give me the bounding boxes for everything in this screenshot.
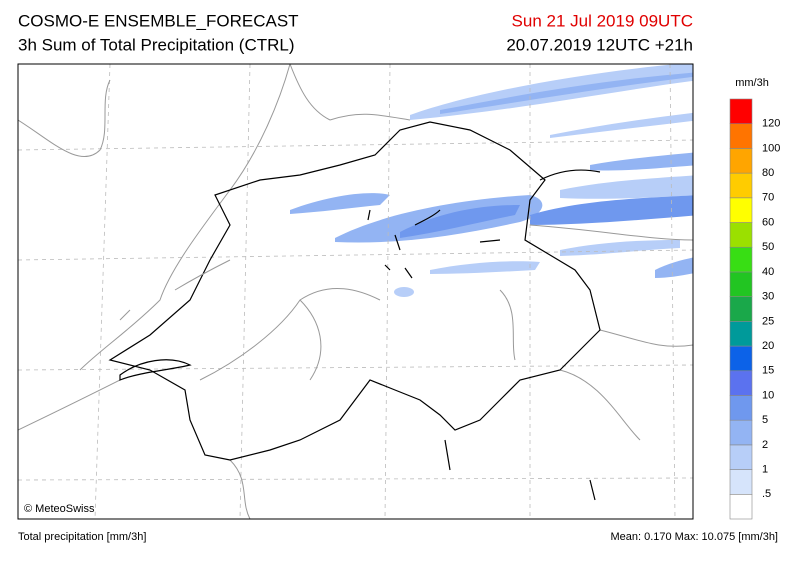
colorbar-label: 10 bbox=[762, 389, 774, 401]
colorbar-box bbox=[729, 395, 753, 421]
colorbar-box bbox=[729, 493, 753, 520]
colorbar-box bbox=[729, 321, 753, 347]
colorbar-box bbox=[729, 370, 753, 396]
colorbar-label: 2 bbox=[762, 439, 768, 451]
map: © MeteoSwiss bbox=[17, 63, 694, 520]
colorbar-label: 20 bbox=[762, 340, 774, 352]
colorbar-label: 60 bbox=[762, 216, 774, 228]
colorbar-label: 1 bbox=[762, 463, 768, 475]
colorbar-box bbox=[729, 148, 753, 174]
footer-stats: Mean: 0.170 Max: 10.075 [mm/3h] bbox=[610, 531, 778, 543]
colorbar-label: 100 bbox=[762, 142, 780, 154]
colorbar-box bbox=[729, 222, 753, 248]
colorbar-box bbox=[729, 271, 753, 297]
colorbar-label: 25 bbox=[762, 315, 774, 327]
colorbar-box bbox=[729, 419, 753, 446]
footer-left: Total precipitation [mm/3h] bbox=[18, 531, 146, 543]
colorbar-label: 80 bbox=[762, 167, 774, 179]
colorbar-box bbox=[729, 296, 753, 322]
colorbar-box bbox=[729, 172, 753, 199]
colorbar-box bbox=[729, 444, 753, 470]
colorbar-label: 50 bbox=[762, 241, 774, 253]
colorbar-box bbox=[729, 98, 753, 125]
colorbar-box bbox=[729, 246, 753, 273]
subtitle: 3h Sum of Total Precipitation (CTRL) bbox=[18, 35, 295, 54]
colorbar-box bbox=[729, 123, 753, 149]
colorbar-label: .5 bbox=[762, 488, 771, 500]
colorbar-label: 5 bbox=[762, 414, 768, 426]
legend-unit: mm/3h bbox=[735, 77, 769, 89]
precipitation bbox=[290, 64, 693, 297]
colorbar-label: 70 bbox=[762, 192, 774, 204]
colorbar-label: 120 bbox=[762, 118, 780, 130]
colorbar-label: 15 bbox=[762, 365, 774, 377]
colorbar-box bbox=[729, 469, 753, 495]
credit: © MeteoSwiss bbox=[24, 503, 95, 515]
colorbar-box bbox=[729, 197, 753, 223]
colorbar-label: 30 bbox=[762, 291, 774, 303]
run-time: 20.07.2019 12UTC +21h bbox=[506, 35, 693, 54]
title: COSMO-E ENSEMBLE_FORECAST bbox=[18, 11, 299, 30]
valid-time: Sun 21 Jul 2019 09UTC bbox=[512, 11, 693, 30]
colorbar-box bbox=[729, 345, 753, 372]
colorbar-label: 40 bbox=[762, 266, 774, 278]
